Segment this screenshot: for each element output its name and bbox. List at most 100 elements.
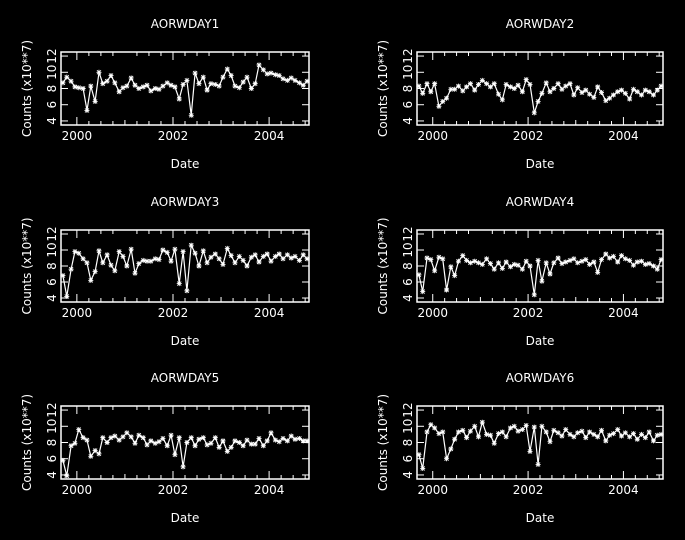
data-point [164,443,170,449]
y-tick-label: 10 [401,65,415,80]
data-point [264,251,270,257]
data-point [100,260,106,266]
data-point [152,256,158,262]
data-point [511,86,517,91]
data-point [615,427,621,433]
x-tick-label: 2000 [62,483,93,497]
data-point [531,292,537,298]
data-point [595,84,601,90]
chart-title: AORWDAY1 [151,17,219,31]
data-point [591,431,597,437]
data-point [595,434,601,440]
data-point [639,258,645,264]
data-point [491,266,497,272]
data-point [232,83,238,89]
data-point [654,87,660,93]
data-point [507,84,513,90]
chart-title: AORWDAY6 [506,371,574,385]
data-point [650,263,656,269]
data-point [479,419,485,425]
data-point [172,84,178,90]
data-point [220,261,226,267]
data-point [420,289,426,295]
chart-title: AORWDAY4 [506,195,574,209]
y-tick-label: 10 [45,242,59,257]
y-tick-label: 12 [401,48,415,63]
data-point [646,89,652,95]
data-point [84,437,90,443]
data-point [527,81,533,87]
data-point [575,430,581,436]
data-point [599,90,604,96]
data-point [440,429,446,435]
y-tick-label: 12 [45,48,59,63]
y-tick-label: 6 [401,455,415,463]
plot-frame [416,229,664,303]
data-point [535,98,541,104]
data-point [296,257,302,263]
data-point [642,435,648,441]
data-point [284,77,290,83]
data-point [416,272,422,278]
data-point [622,256,628,262]
x-tick-label: 2004 [254,129,285,143]
data-point [436,431,442,437]
data-point [200,74,206,80]
data-point [619,433,625,439]
data-point [575,85,581,91]
chart-panel-1: AORWDAY1 2000 2002 2004 4 6 8 10 12 Date Counts (x… [20,17,310,171]
data-point [228,253,234,259]
data-point [622,90,628,96]
data-point [575,260,581,266]
data-point [120,253,126,259]
data-point [88,453,94,459]
data-point [555,430,561,436]
data-point [460,88,466,94]
data-point [212,251,218,257]
data-point [232,260,238,266]
data-point [547,439,553,445]
data-point [132,440,138,446]
data-point [196,81,202,87]
y-tick-label: 10 [45,65,59,80]
data-point [440,98,446,104]
y-tick-label: 4 [45,471,59,479]
data-point [515,262,521,268]
x-axis-label: Date [526,334,555,348]
data-point [464,257,470,263]
data-point [543,260,549,266]
data-point [76,427,82,433]
data-point [527,448,533,454]
data-point [96,451,102,457]
x-tick-label: 2004 [254,306,285,320]
data-point [455,429,461,435]
data-point [260,67,266,73]
data-point [288,433,294,439]
data-point [220,74,226,80]
data-point [236,85,242,91]
x-axis-label: Date [171,157,200,171]
x-tick-label: 2004 [608,306,639,320]
data-point [424,81,430,87]
data-point [184,440,190,445]
chart-title: AORWDAY5 [151,371,219,385]
data-point [428,89,434,95]
data-point [152,440,158,446]
data-point [615,259,621,265]
data-point [276,73,282,79]
data-point [642,87,648,93]
data-point [448,446,454,452]
data-point [523,422,529,428]
data-point [236,253,242,259]
data-point [650,438,656,444]
y-tick-label: 6 [401,101,415,109]
x-tick-label: 2004 [254,483,285,497]
data-point [571,434,577,440]
data-point [444,456,450,462]
y-tick-label: 6 [45,455,59,463]
data-point [168,432,174,438]
data-point [232,438,238,444]
data-point [180,249,186,255]
